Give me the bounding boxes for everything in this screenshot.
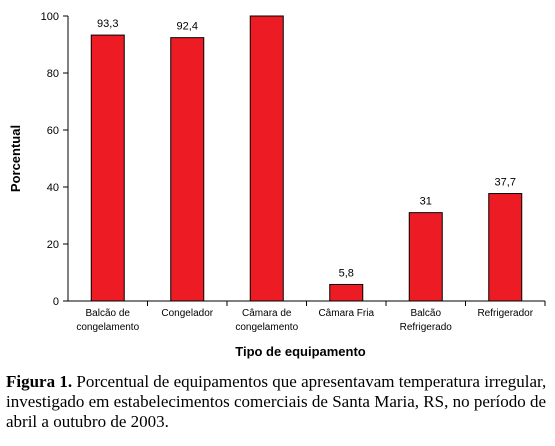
category-labels: Balcão de congelamento Congelador Câmara de… (76, 308, 533, 333)
category-label: Congelador (161, 308, 213, 319)
y-tick-label: 40 (47, 182, 59, 194)
data-label: 93,3 (97, 18, 118, 30)
bar-chart: 0 20 40 60 80 100 93,3 92,4 5,8 31 37,7 Balcão de… (8, 11, 546, 359)
bar (488, 193, 523, 302)
x-axis-title: Tipo de equipamento (235, 344, 366, 359)
data-label: 92,4 (177, 21, 198, 33)
y-tick-label: 20 (47, 239, 59, 251)
data-label: 37,7 (495, 177, 516, 189)
category-label: Refrigerado (400, 322, 453, 333)
y-tick-label: 100 (41, 11, 59, 23)
y-tick-label: 0 (53, 296, 59, 308)
category-label: Câmara Fria (318, 308, 374, 319)
category-label: Balcão (410, 308, 441, 319)
data-labels: 93,3 92,4 5,8 31 37,7 (97, 18, 516, 279)
caption-label: Figura 1. (6, 372, 73, 391)
bar (329, 283, 364, 302)
category-label: congelamento (235, 322, 298, 333)
bar (249, 15, 284, 302)
caption-text: Porcentual de equipamentos que apresenta… (6, 372, 547, 431)
bar (170, 37, 205, 302)
figure-caption: Figura 1. Porcentual de equipamentos que… (6, 372, 551, 432)
data-label: 31 (420, 196, 432, 208)
category-label: congelamento (76, 322, 139, 333)
bar (90, 34, 125, 302)
category-label: Balcão de (86, 308, 131, 319)
y-axis-ticks: 0 20 40 60 80 100 (41, 11, 68, 308)
category-label: Refrigerador (477, 308, 533, 319)
data-label: 5,8 (339, 267, 354, 279)
bar (408, 212, 443, 302)
category-label: Câmara de (242, 308, 292, 319)
y-tick-label: 80 (47, 68, 59, 80)
bars (90, 15, 546, 306)
y-axis-title: Porcentual (8, 125, 23, 192)
y-tick-label: 60 (47, 125, 59, 137)
